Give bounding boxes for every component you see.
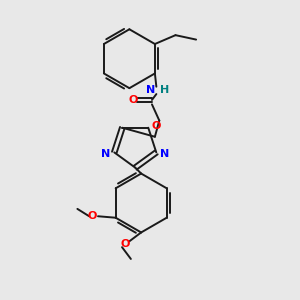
Text: O: O [128,95,137,105]
Text: O: O [152,121,161,131]
Text: N: N [101,149,111,159]
Text: O: O [87,211,97,221]
Text: N: N [146,85,156,94]
Text: O: O [120,239,130,249]
Text: N: N [160,149,169,159]
Text: H: H [160,85,169,94]
